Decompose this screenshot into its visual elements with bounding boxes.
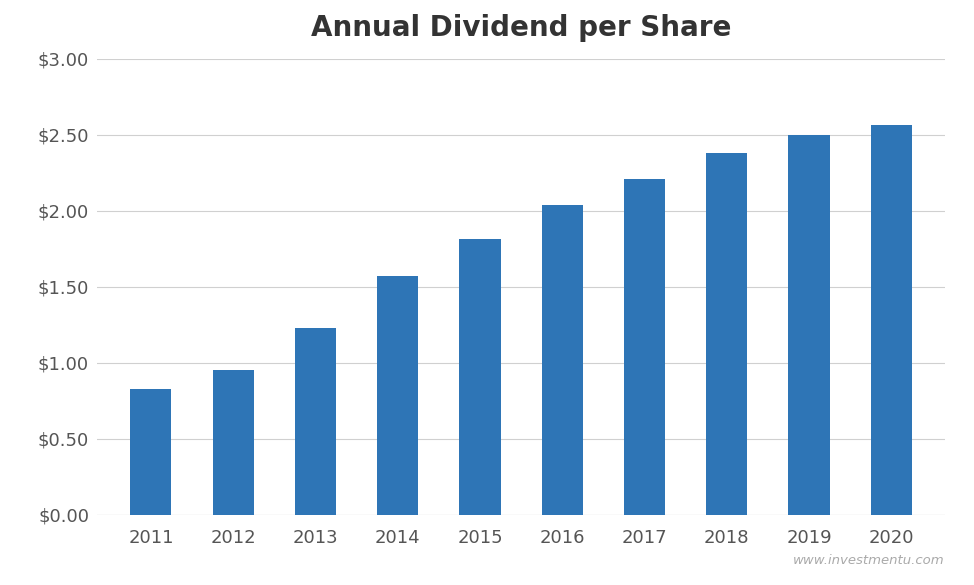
Bar bbox=[460, 239, 501, 515]
Bar bbox=[624, 178, 665, 515]
Text: www.investmentu.com: www.investmentu.com bbox=[793, 555, 945, 567]
Bar bbox=[212, 370, 253, 515]
Bar bbox=[871, 125, 912, 515]
Title: Annual Dividend per Share: Annual Dividend per Share bbox=[311, 14, 731, 42]
Bar bbox=[295, 328, 336, 515]
Bar bbox=[131, 388, 171, 515]
Bar bbox=[789, 135, 830, 515]
Bar bbox=[542, 205, 582, 515]
Bar bbox=[377, 276, 418, 515]
Bar bbox=[706, 153, 747, 515]
